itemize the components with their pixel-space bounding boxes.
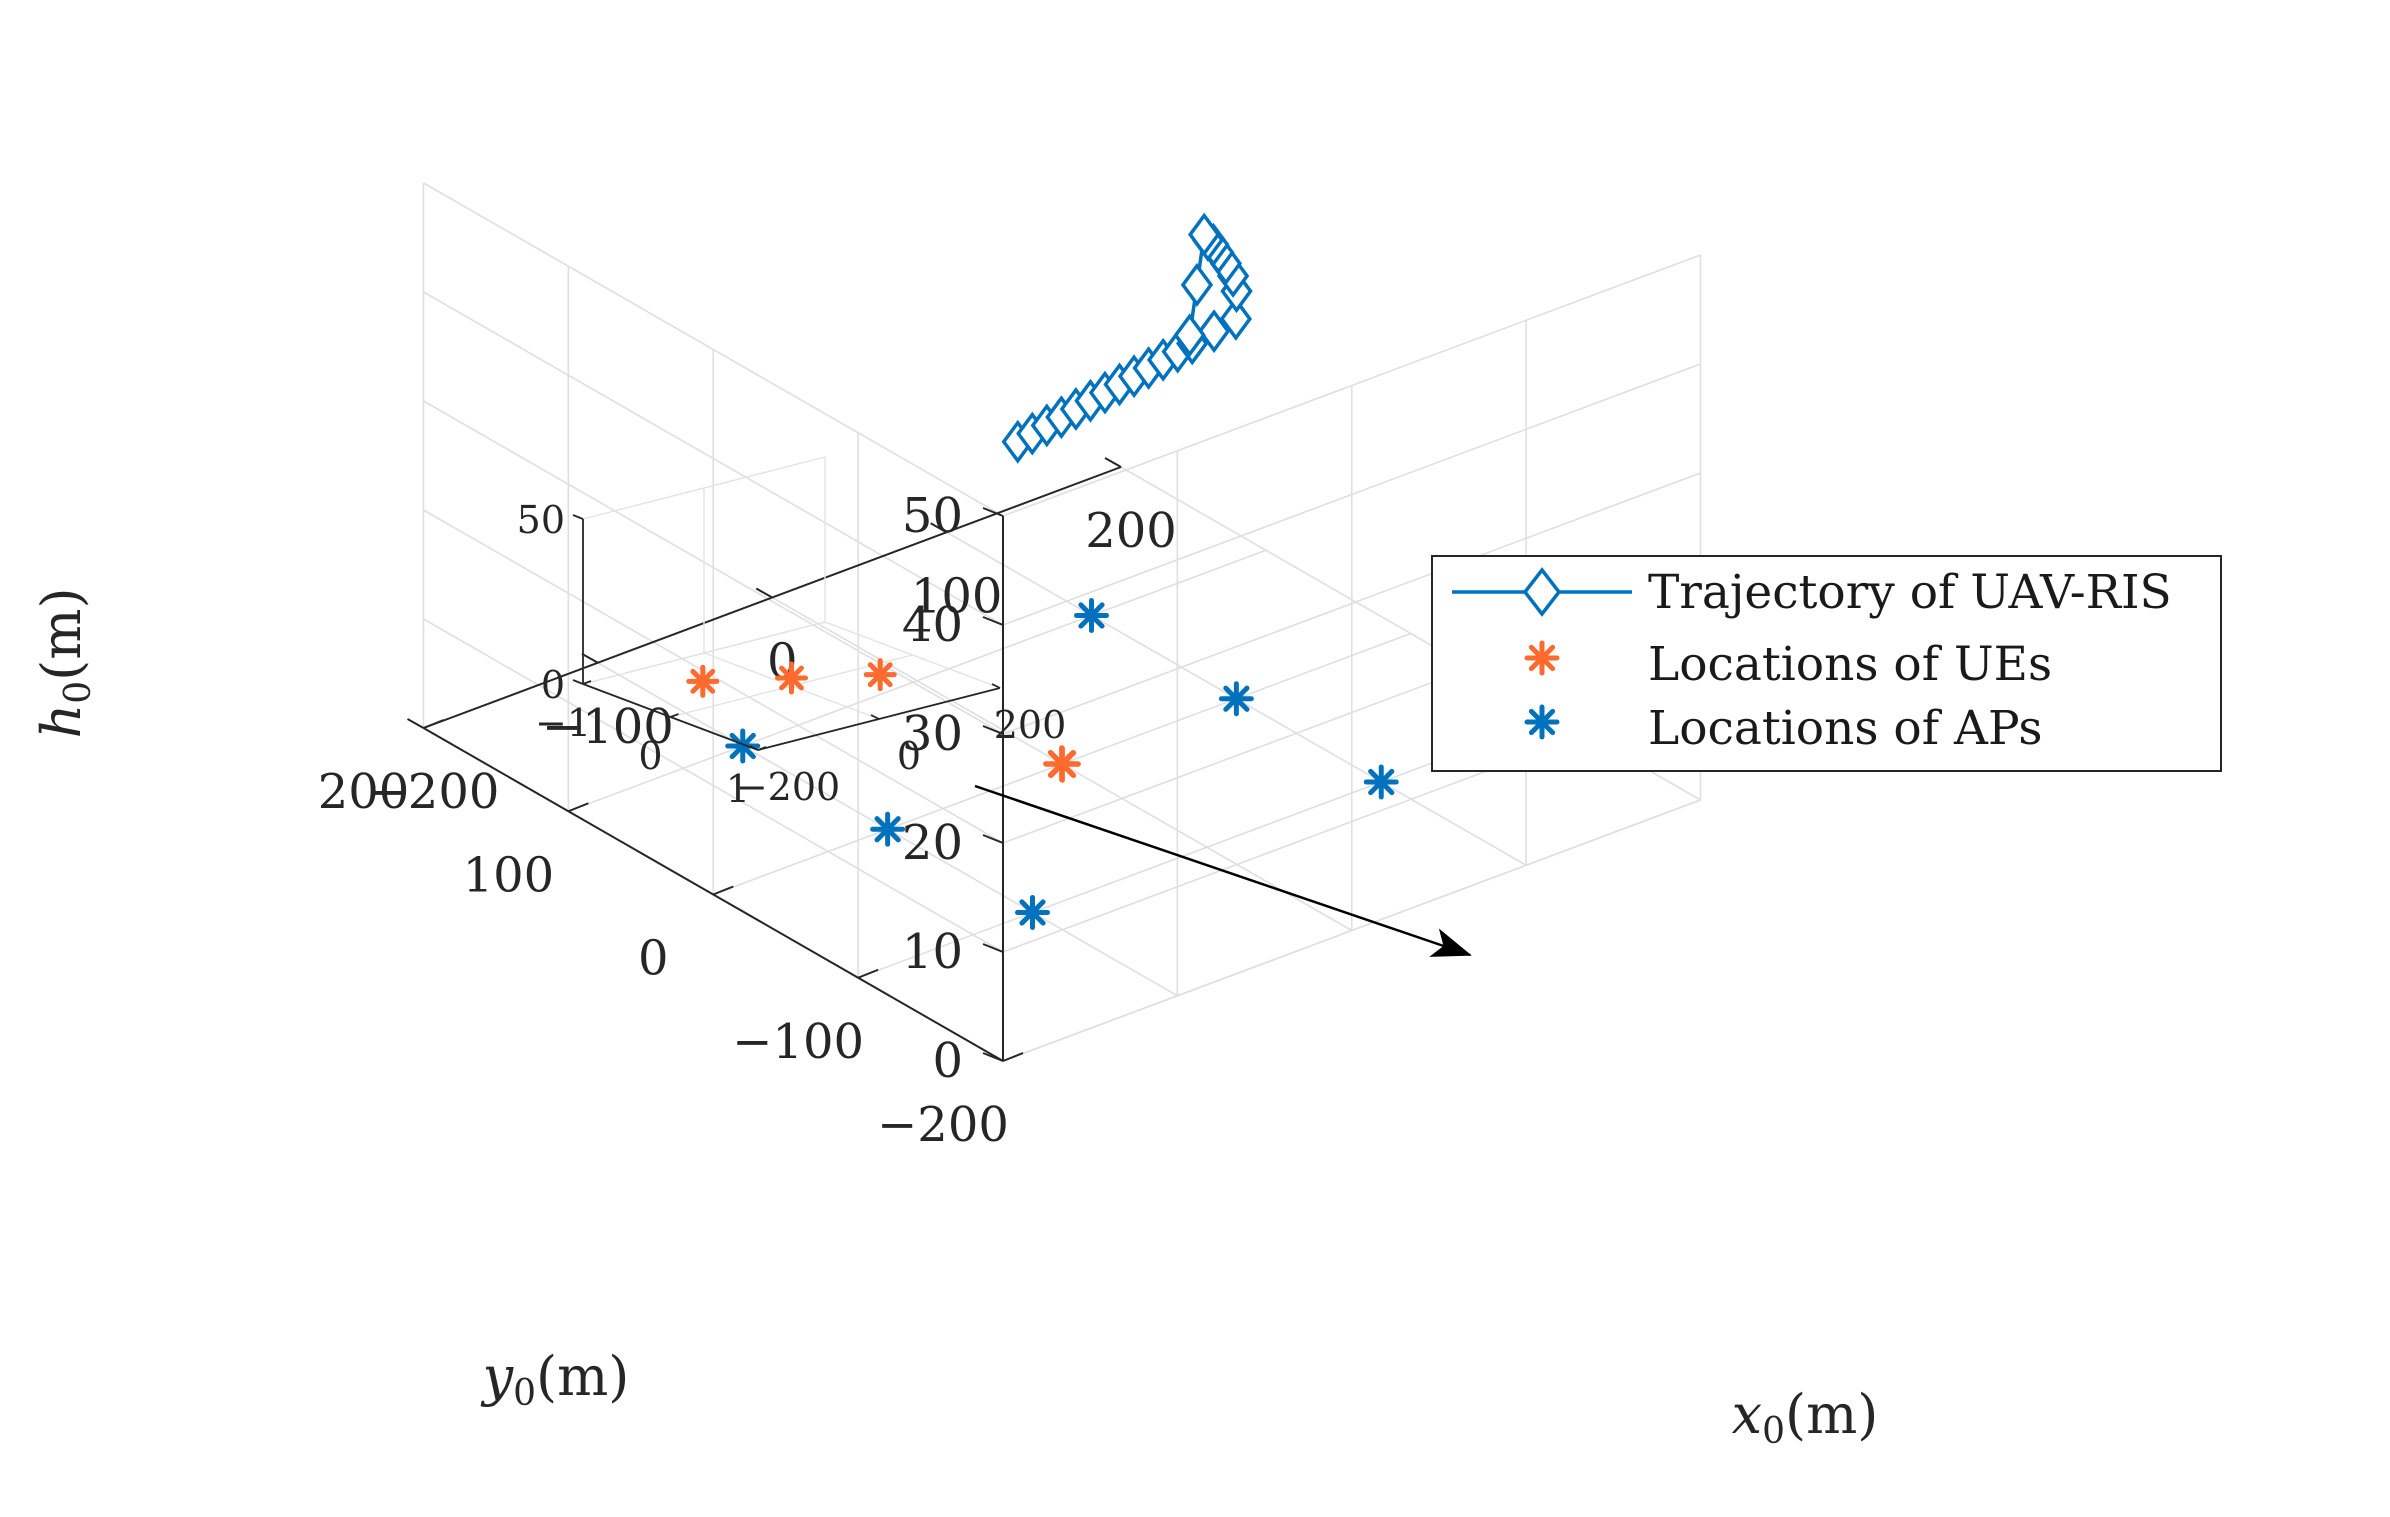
annotation-layer xyxy=(974,784,1472,957)
inset-wall-gridline xyxy=(582,456,826,520)
legend-entry-label: Locations of APs xyxy=(1648,701,2042,756)
inset-y-tick-mark xyxy=(757,746,767,751)
y-tick-mark xyxy=(712,885,734,896)
ap-location-marker xyxy=(725,728,761,764)
legend: Trajectory of UAV-RIS Locations of UEs Loc… xyxy=(1431,555,2222,772)
z-tick-mark xyxy=(982,943,1004,953)
z-tick-mark xyxy=(982,725,1004,735)
x-tick-mark xyxy=(581,652,599,664)
inset-z-tick-label: 0 xyxy=(541,663,565,707)
side-wall-horizontal-gridline xyxy=(423,509,1004,844)
trajectory-diamond-marker xyxy=(1173,313,1206,358)
y-tick-label: 100 xyxy=(463,847,555,903)
y-axis-title: y0(m) xyxy=(481,1345,630,1414)
z-tick-mark xyxy=(982,834,1004,844)
inset-x-tick-mark xyxy=(991,683,1001,689)
y-tick-mark xyxy=(423,719,444,729)
trajectory-diamond-marker xyxy=(1188,212,1221,257)
inset-y-tick-label: 0 xyxy=(638,734,662,778)
inset-x-tick-mark xyxy=(870,714,880,720)
ue-location-marker xyxy=(1043,745,1081,783)
y-tick-mark xyxy=(857,968,879,979)
ap-location-marker xyxy=(1015,895,1050,930)
z-tick-label: 20 xyxy=(902,815,963,871)
x-tick-mark xyxy=(930,522,948,534)
z-tick-mark xyxy=(982,507,1004,517)
legend-ue-marker-sample xyxy=(1524,640,1560,676)
z-tick-mark xyxy=(982,1052,1004,1062)
y-tick-mark xyxy=(568,802,589,813)
z-tick-label: 10 xyxy=(902,924,963,980)
x-tick-mark xyxy=(755,587,773,599)
inset-z-tick-mark xyxy=(572,514,584,520)
z-tick-label: 30 xyxy=(902,706,963,762)
ap-location-marker xyxy=(1363,764,1399,800)
side-wall-horizontal-gridline xyxy=(423,291,1004,626)
data-layer xyxy=(725,212,1399,930)
inset-ue-marker xyxy=(686,664,720,698)
inset-x-tick-mark xyxy=(749,745,759,751)
floor-gridline-y xyxy=(568,549,1267,812)
x-tick-label: 200 xyxy=(1085,503,1177,559)
y-tick-label: −200 xyxy=(877,1097,1009,1153)
legend-trajectory-marker-sample xyxy=(1522,567,1562,617)
axes-layer: −200−1000100200−200−10001002000102030405… xyxy=(30,457,1879,1452)
trajectory-diamond-marker xyxy=(1180,262,1214,307)
zoom-arrow xyxy=(974,784,1472,957)
z-axis-title: h0(m) xyxy=(30,587,99,738)
trajectory-diamond-marker xyxy=(1219,296,1253,341)
inset-x-tick-label: 200 xyxy=(994,703,1067,747)
x-axis-title: x0(m) xyxy=(1732,1383,1879,1452)
z-tick-label: 50 xyxy=(902,488,963,544)
side-wall-horizontal-gridline xyxy=(423,618,1004,953)
back-wall-horizontal-gridline xyxy=(1002,799,1701,1062)
back-wall-horizontal-gridline xyxy=(1002,363,1701,626)
ap-location-marker xyxy=(1218,681,1254,717)
z-tick-label: 0 xyxy=(932,1033,963,1089)
x-tick-mark xyxy=(1104,457,1122,468)
back-wall-horizontal-gridline xyxy=(1002,254,1701,517)
ap-location-marker xyxy=(870,811,906,847)
x-tick-label: 100 xyxy=(911,568,1003,624)
z-tick-label: 40 xyxy=(902,597,963,653)
back-wall-horizontal-gridline xyxy=(1002,472,1701,735)
x-tick-label: −100 xyxy=(542,699,674,755)
inset-y-tick-mark xyxy=(670,713,679,718)
ap-location-marker xyxy=(1074,598,1109,633)
inset-z-tick-mark xyxy=(572,679,584,685)
legend-entry-label: Locations of UEs xyxy=(1648,637,2052,692)
x-tick-label: −200 xyxy=(368,764,500,820)
trajectory-diamond-marker xyxy=(1197,309,1231,354)
inset-y-tick-label: 1 xyxy=(726,767,750,811)
y-tick-label: −100 xyxy=(732,1014,864,1070)
legend-entry-label: Trajectory of UAV-RIS xyxy=(1648,565,2172,620)
inset-y-tick-mark xyxy=(582,680,592,685)
x-tick-mark xyxy=(407,718,424,729)
inset-ue-marker xyxy=(775,661,808,695)
y-tick-label: 0 xyxy=(638,931,669,987)
side-wall-horizontal-gridline xyxy=(423,400,1004,735)
inset-y-tick-label: −1 xyxy=(535,701,591,745)
inset-z-tick-label: 50 xyxy=(517,498,565,542)
inset-x-tick-label: 0 xyxy=(897,734,921,778)
inset-wall-gridline xyxy=(582,621,826,685)
z-tick-mark xyxy=(982,616,1004,626)
grid-layer xyxy=(422,182,1702,1062)
y-tick-mark xyxy=(1002,1052,1024,1062)
inset-ue-marker xyxy=(863,658,897,692)
legend-ap-marker-sample xyxy=(1524,704,1560,740)
side-wall-horizontal-gridline xyxy=(423,182,1004,517)
y-tick-label: 200 xyxy=(318,764,410,820)
inset-x-tick-label: −200 xyxy=(736,765,840,809)
